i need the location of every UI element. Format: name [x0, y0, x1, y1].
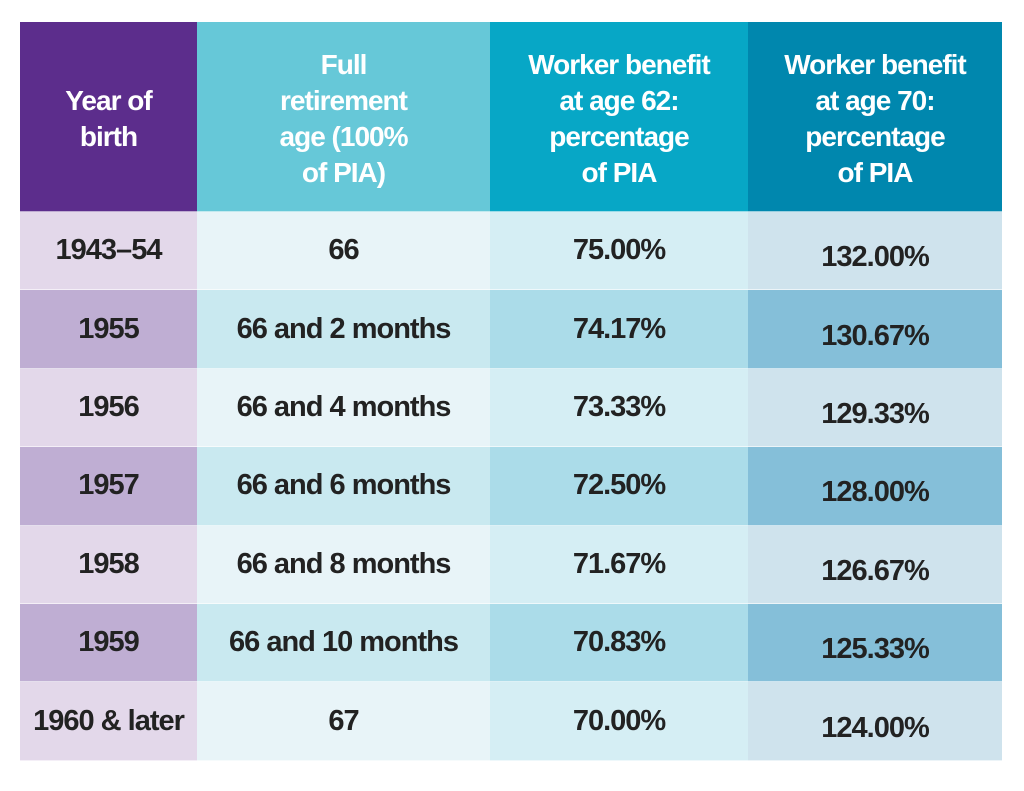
column-header: Worker benefit at age 62: percentage of PIA: [490, 22, 748, 212]
cell-text: 132.00%: [821, 241, 929, 274]
cell-text: 1959: [78, 626, 140, 659]
table-cell: 71.67%: [490, 525, 748, 604]
table-cell: 125.33%: [748, 603, 1002, 683]
cell-text: 66 and 6 months: [236, 469, 452, 502]
table-cell: 70.83%: [490, 603, 748, 683]
table-cell: 73.33%: [490, 368, 748, 448]
header-text-line: Full: [320, 48, 368, 80]
table-cell: 1943–54: [20, 212, 197, 291]
table-cell: 1955: [20, 290, 197, 369]
column-header: Full retirement age (100% of PIA): [197, 22, 490, 212]
header-text-line: Worker benefit: [528, 48, 711, 80]
cell-text: 66 and 10 months: [229, 626, 459, 659]
table-cell: 75.00%: [490, 212, 748, 291]
table-cell: 129.33%: [748, 368, 1002, 448]
table-cell: 70.00%: [490, 682, 748, 761]
cell-text: 1956: [78, 390, 140, 423]
cell-text: 70.83%: [572, 626, 666, 659]
cell-text: 66 and 8 months: [236, 547, 452, 580]
table-cell: 1956: [20, 368, 197, 448]
cell-text: 130.67%: [821, 319, 929, 352]
table-cell: 1958: [20, 525, 197, 604]
table-cell: 126.67%: [748, 525, 1002, 604]
cell-text: 67: [328, 704, 359, 737]
header-text-line: at age 62:: [559, 84, 679, 116]
cell-text: 75.00%: [572, 234, 666, 267]
header-text-line: percentage: [805, 120, 945, 152]
cell-text: 125.33%: [821, 633, 929, 666]
cell-text: 70.00%: [572, 704, 666, 737]
table-cell: 124.00%: [748, 682, 1002, 761]
header-text-line: birth: [79, 120, 138, 152]
table-cell: 128.00%: [748, 447, 1002, 526]
table-cell: 74.17%: [490, 290, 748, 369]
column-header: Year of birth: [20, 22, 197, 212]
table-cell: 66 and 6 months: [197, 447, 490, 526]
cell-text: 66 and 2 months: [236, 312, 452, 345]
table-cell: 66 and 10 months: [197, 603, 490, 683]
table-cell: 1959: [20, 603, 197, 683]
cell-text: 71.67%: [572, 547, 666, 580]
header-text-line: of PIA): [301, 156, 386, 188]
table-cell: 66 and 8 months: [197, 525, 490, 604]
header-text-line: age (100%: [279, 120, 409, 152]
cell-text: 72.50%: [572, 469, 666, 502]
cell-text: 129.33%: [821, 397, 929, 430]
header-text-line: Year of: [65, 84, 152, 116]
header-text-line: percentage: [549, 120, 689, 152]
retirement-benefit-table: Year of birth Full retirement age (100% of PI…: [20, 22, 1002, 761]
header-text-line: of PIA: [837, 156, 914, 188]
header-text-line: at age 70:: [815, 84, 935, 116]
cell-text: 1957: [78, 469, 140, 502]
header-text-line: retirement: [280, 84, 408, 116]
cell-text: 73.33%: [572, 390, 666, 423]
column-header: Worker benefit at age 70: percentage of PIA: [748, 22, 1002, 212]
table-cell: 66 and 4 months: [197, 368, 490, 448]
table-cell: 130.67%: [748, 290, 1002, 369]
cell-text: 128.00%: [821, 476, 929, 509]
cell-text: 124.00%: [821, 711, 929, 744]
table-cell: 67: [197, 682, 490, 761]
cell-text: 66: [328, 234, 359, 267]
header-text-line: of PIA: [581, 156, 658, 188]
table-cell: 66: [197, 212, 490, 291]
cell-text: 74.17%: [572, 312, 666, 345]
header-text-line: Worker benefit: [784, 48, 967, 80]
table-cell: 66 and 2 months: [197, 290, 490, 369]
cell-text: 66 and 4 months: [236, 390, 452, 423]
table-cell: 132.00%: [748, 212, 1002, 291]
cell-text: 1943–54: [55, 234, 163, 267]
cell-text: 126.67%: [821, 554, 929, 587]
cell-text: 1955: [78, 312, 140, 345]
table-cell: 1960 & later: [20, 682, 197, 761]
cell-text: 1958: [78, 547, 140, 580]
table-cell: 72.50%: [490, 447, 748, 526]
table-cell: 1957: [20, 447, 197, 526]
cell-text: 1960 & later: [33, 704, 185, 737]
